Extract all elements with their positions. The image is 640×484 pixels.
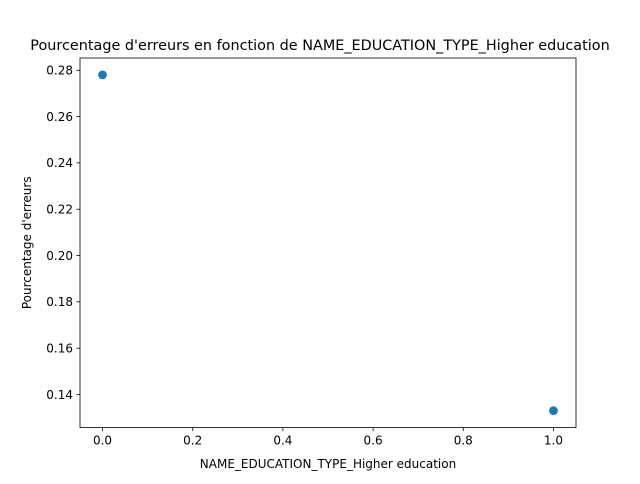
- y-tick-label: 0.14: [46, 388, 73, 402]
- y-tick-label: 0.22: [46, 203, 73, 217]
- y-tick-label: 0.20: [46, 249, 73, 263]
- x-tick-label: 0.2: [183, 434, 202, 448]
- y-tick-label: 0.18: [46, 295, 73, 309]
- y-tick-label: 0.26: [46, 110, 73, 124]
- x-tick-label: 0.6: [364, 434, 383, 448]
- y-tick-label: 0.16: [46, 341, 73, 355]
- x-tick-label: 0.0: [93, 434, 112, 448]
- y-tick-label: 0.28: [46, 64, 73, 78]
- data-point: [549, 406, 558, 416]
- data-point: [98, 70, 107, 80]
- y-axis-ticks: 0.14 0.16 0.18 0.20 0.22 0.24 0.26 0.28: [46, 64, 80, 402]
- data-points: [98, 70, 558, 416]
- y-axis-label: Pourcentage d'erreurs: [20, 176, 34, 309]
- y-tick-label: 0.24: [46, 156, 73, 170]
- x-tick-label: 0.8: [454, 434, 473, 448]
- x-axis-ticks: 0.0 0.2 0.4 0.6 0.8 1.0: [93, 427, 563, 448]
- x-tick-label: 0.4: [273, 434, 292, 448]
- plot-frame: [79, 57, 577, 429]
- x-axis-label: NAME_EDUCATION_TYPE_Higher education: [200, 457, 456, 471]
- chart-title: Pourcentage d'erreurs en fonction de NAM…: [30, 38, 609, 54]
- x-tick-label: 1.0: [544, 434, 563, 448]
